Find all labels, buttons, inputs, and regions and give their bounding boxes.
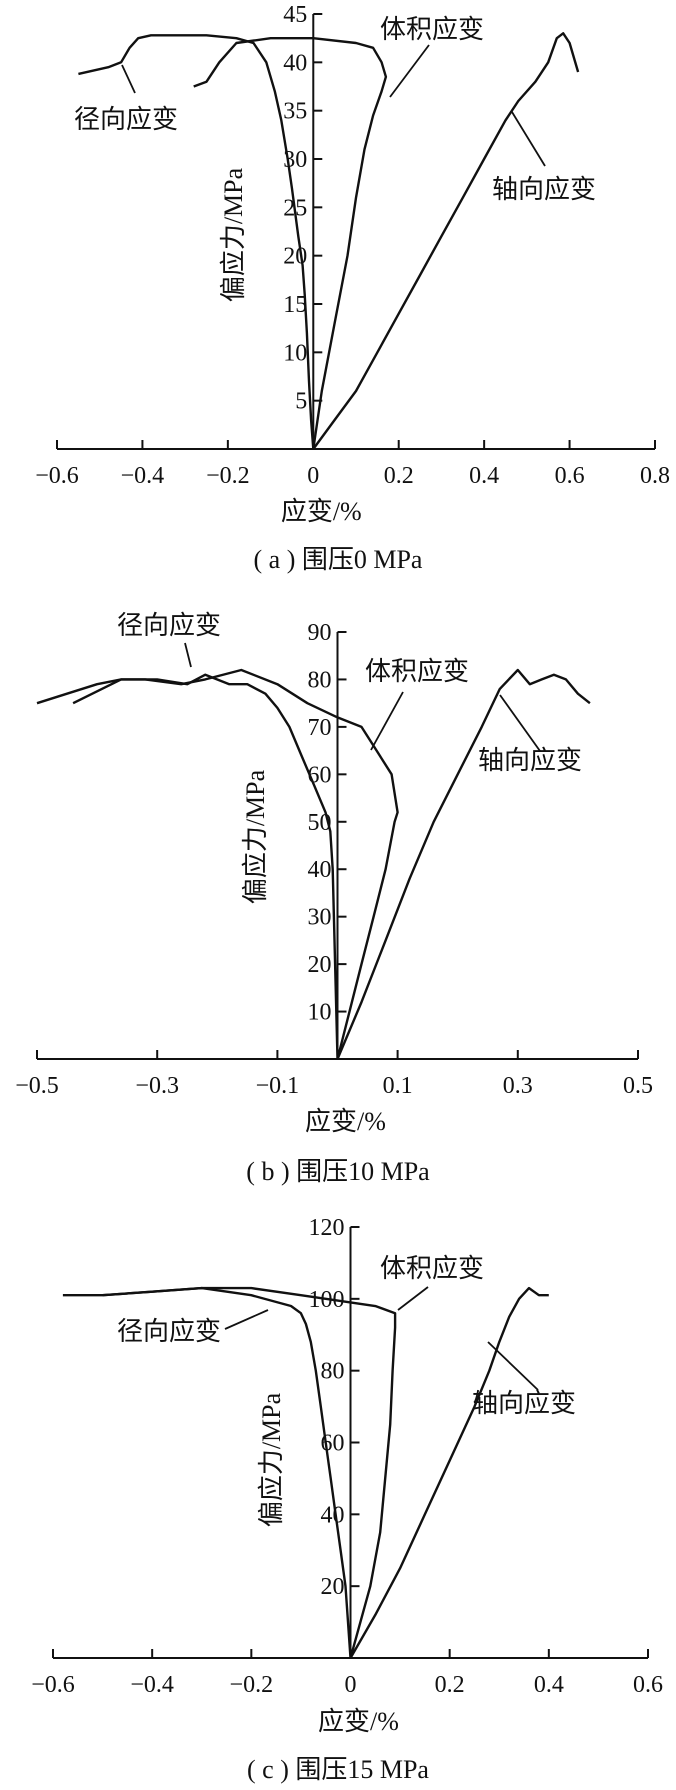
annotation-label: 径向应变 <box>117 611 221 640</box>
series-line-2 <box>72 668 399 1060</box>
x-tick-label: −0.6 <box>31 1672 75 1698</box>
chart-panel-1: −0.6 −0.4 −0.2 0 0.2 0.4 0.6 0.8510152025303540… <box>35 2 670 574</box>
annotation-label: 轴向应变 <box>478 746 582 775</box>
series-line-2 <box>102 1286 397 1659</box>
y-tick-label: 35 <box>283 99 307 125</box>
x-tick-label: −0.2 <box>206 463 250 489</box>
annotation-leader <box>487 1341 539 1391</box>
x-tick-label: 0.6 <box>633 1672 663 1698</box>
annotation-label: 轴向应变 <box>472 1389 576 1418</box>
annotation-leader <box>389 44 430 98</box>
x-tick-label: 0.1 <box>383 1073 413 1099</box>
x-tick-label: −0.4 <box>121 463 165 489</box>
series-line-1 <box>78 34 315 450</box>
panel-caption: ( b ) 围压10 MPa <box>246 1157 430 1186</box>
chart-panel-3: −0.6 −0.4 −0.2 0 0.2 0.4 0.620406080100120应变/%… <box>31 1215 663 1784</box>
y-tick-label: 40 <box>283 50 307 76</box>
x-tick-label: −0.3 <box>135 1073 179 1099</box>
series-line-3 <box>312 32 580 450</box>
x-tick-label: −0.2 <box>230 1672 274 1698</box>
x-tick-label: −0.5 <box>15 1073 59 1099</box>
x-tick-label: 0.2 <box>384 463 414 489</box>
y-tick-label: 40 <box>308 857 332 883</box>
x-tick-label: 0.5 <box>623 1073 653 1099</box>
annotation-label: 体积应变 <box>365 657 469 686</box>
y-axis-label: 偏应力/MPa <box>257 1392 286 1527</box>
x-tick-label: 0.4 <box>469 463 499 489</box>
y-tick-label: 70 <box>308 715 332 741</box>
annotation-leader <box>397 1286 429 1311</box>
y-tick-label: 60 <box>308 762 332 788</box>
chart-panel-2: −0.5 −0.3 −0.1 0.1 0.3 0.5102030405060708090应… <box>15 611 653 1186</box>
x-tick-label: 0.6 <box>555 463 585 489</box>
y-tick-label: 30 <box>308 905 332 931</box>
annotation-leader <box>121 64 136 94</box>
x-tick-label: 0 <box>307 463 319 489</box>
annotation-label: 径向应变 <box>117 1317 221 1346</box>
y-tick-label: 45 <box>283 2 307 28</box>
series-line-3 <box>349 1286 549 1659</box>
annotation-leader <box>511 111 546 167</box>
y-axis-label: 偏应力/MPa <box>241 769 270 904</box>
annotation-label: 体积应变 <box>380 1254 484 1283</box>
annotation-leader <box>370 691 404 751</box>
y-tick-label: 20 <box>321 1574 345 1600</box>
x-tick-label: 0.8 <box>640 463 670 489</box>
y-tick-label: 40 <box>321 1502 345 1528</box>
y-tick-label: 80 <box>308 667 332 693</box>
x-axis-label: 应变/% <box>281 497 362 526</box>
series-line-3 <box>336 668 591 1060</box>
x-tick-label: 0.3 <box>503 1073 533 1099</box>
annotation-label: 体积应变 <box>380 15 484 44</box>
x-tick-label: −0.1 <box>256 1073 300 1099</box>
panel-caption: ( c ) 围压15 MPa <box>247 1755 429 1784</box>
annotation-label: 轴向应变 <box>492 175 596 204</box>
annotation-leader <box>224 1309 269 1330</box>
x-axis-label: 应变/% <box>318 1707 399 1736</box>
annotation-leader <box>499 694 541 752</box>
y-axis-label: 偏应力/MPa <box>219 167 248 302</box>
annotation-label: 径向应变 <box>74 105 178 134</box>
panel-caption: ( a ) 围压0 MPa <box>254 545 423 574</box>
y-tick-label: 120 <box>309 1215 345 1241</box>
series-line-2 <box>193 37 388 450</box>
y-tick-label: 10 <box>308 1000 332 1026</box>
y-tick-label: 15 <box>283 292 307 318</box>
y-tick-label: 90 <box>308 620 332 646</box>
y-tick-label: 10 <box>283 340 307 366</box>
x-tick-label: 0.4 <box>534 1672 564 1698</box>
y-tick-label: 5 <box>295 389 307 415</box>
series-line-1 <box>36 673 339 1060</box>
y-tick-label: 80 <box>321 1359 345 1385</box>
y-tick-label: 20 <box>308 952 332 978</box>
x-tick-label: −0.6 <box>35 463 79 489</box>
x-tick-label: 0.2 <box>435 1672 465 1698</box>
x-tick-label: 0 <box>345 1672 357 1698</box>
x-tick-label: −0.4 <box>130 1672 174 1698</box>
x-axis-label: 应变/% <box>305 1107 386 1136</box>
annotation-leader <box>184 642 192 668</box>
